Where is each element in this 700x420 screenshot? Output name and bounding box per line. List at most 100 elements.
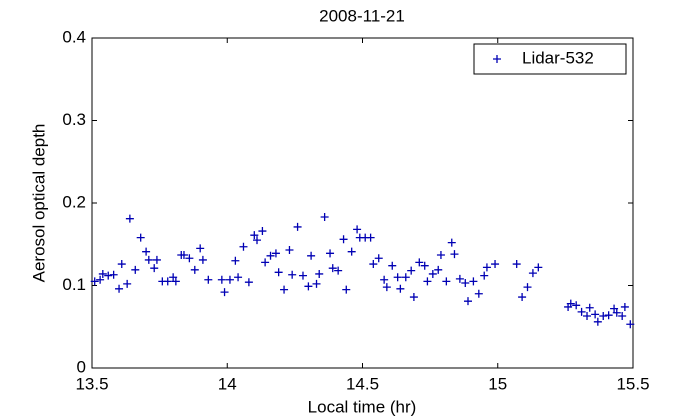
chart-title: 2008-11-21 bbox=[319, 6, 405, 25]
point bbox=[593, 317, 602, 326]
point bbox=[388, 261, 397, 270]
point bbox=[572, 301, 581, 310]
point bbox=[523, 283, 532, 292]
point bbox=[396, 284, 405, 293]
y-tick-label: 0.2 bbox=[62, 192, 86, 211]
point bbox=[420, 261, 429, 270]
point bbox=[285, 246, 294, 255]
point bbox=[626, 320, 635, 329]
point bbox=[125, 214, 134, 223]
x-tick-label: 14 bbox=[218, 374, 237, 393]
point bbox=[115, 284, 124, 293]
x-tick-label: 15.5 bbox=[616, 374, 649, 393]
point bbox=[190, 265, 199, 274]
point bbox=[599, 312, 608, 321]
point bbox=[250, 231, 259, 240]
point bbox=[604, 311, 613, 320]
point bbox=[239, 242, 248, 251]
point bbox=[280, 285, 289, 294]
point bbox=[217, 275, 226, 284]
point bbox=[198, 255, 207, 264]
point bbox=[461, 279, 470, 288]
point bbox=[244, 278, 253, 287]
point bbox=[258, 227, 267, 236]
point bbox=[366, 233, 375, 242]
point bbox=[369, 260, 378, 269]
point bbox=[150, 264, 159, 273]
point bbox=[298, 271, 307, 280]
point bbox=[518, 293, 527, 302]
point bbox=[117, 260, 126, 269]
point bbox=[142, 247, 151, 256]
point bbox=[591, 310, 600, 319]
point bbox=[179, 250, 188, 259]
point bbox=[463, 297, 472, 306]
x-axis-label: Local time (hr) bbox=[308, 397, 417, 416]
point bbox=[374, 254, 383, 263]
point bbox=[288, 270, 297, 279]
point bbox=[566, 299, 575, 308]
plot-frame bbox=[91, 37, 634, 369]
point bbox=[109, 270, 118, 279]
point bbox=[382, 283, 391, 292]
y-tick-label: 0.1 bbox=[62, 275, 86, 294]
point bbox=[90, 277, 99, 286]
y-tick-label: 0.3 bbox=[62, 110, 86, 129]
x-tick-label: 14.5 bbox=[346, 374, 379, 393]
y-axis-label: Aerosol optical depth bbox=[29, 124, 48, 283]
point bbox=[328, 264, 337, 273]
point bbox=[266, 251, 275, 260]
point bbox=[196, 244, 205, 253]
point bbox=[401, 273, 410, 282]
point bbox=[491, 260, 500, 269]
point bbox=[293, 222, 302, 231]
point bbox=[583, 312, 592, 321]
point bbox=[353, 225, 362, 234]
point bbox=[144, 255, 153, 264]
point bbox=[512, 260, 521, 269]
point bbox=[104, 271, 113, 280]
point bbox=[204, 275, 213, 284]
point bbox=[534, 263, 543, 272]
point bbox=[163, 277, 172, 286]
point bbox=[380, 275, 389, 284]
point bbox=[136, 233, 145, 242]
point bbox=[131, 265, 140, 274]
point bbox=[407, 266, 416, 275]
point bbox=[415, 258, 424, 267]
point bbox=[225, 275, 234, 284]
point bbox=[436, 250, 445, 259]
point bbox=[98, 269, 107, 278]
point bbox=[96, 275, 105, 284]
point bbox=[480, 271, 489, 280]
point bbox=[618, 312, 627, 321]
point bbox=[169, 273, 178, 282]
point bbox=[482, 263, 491, 272]
x-tick-label: 15 bbox=[488, 374, 507, 393]
point bbox=[312, 279, 321, 288]
point bbox=[171, 277, 180, 286]
point bbox=[450, 250, 459, 259]
point bbox=[469, 277, 478, 286]
point bbox=[585, 303, 594, 312]
y-tick-label: 0.4 bbox=[62, 27, 86, 46]
point bbox=[447, 238, 456, 247]
point bbox=[185, 254, 194, 263]
point bbox=[612, 308, 621, 317]
point bbox=[455, 274, 464, 283]
point bbox=[342, 285, 351, 294]
point bbox=[304, 282, 313, 291]
point bbox=[423, 277, 432, 286]
point bbox=[123, 279, 132, 288]
legend-marker bbox=[493, 55, 501, 63]
point bbox=[307, 251, 316, 260]
point bbox=[434, 265, 443, 274]
point bbox=[234, 273, 243, 282]
point bbox=[577, 307, 586, 316]
point bbox=[620, 302, 629, 311]
point bbox=[253, 236, 262, 245]
x-tick-label: 13.5 bbox=[75, 374, 108, 393]
point bbox=[315, 269, 324, 278]
